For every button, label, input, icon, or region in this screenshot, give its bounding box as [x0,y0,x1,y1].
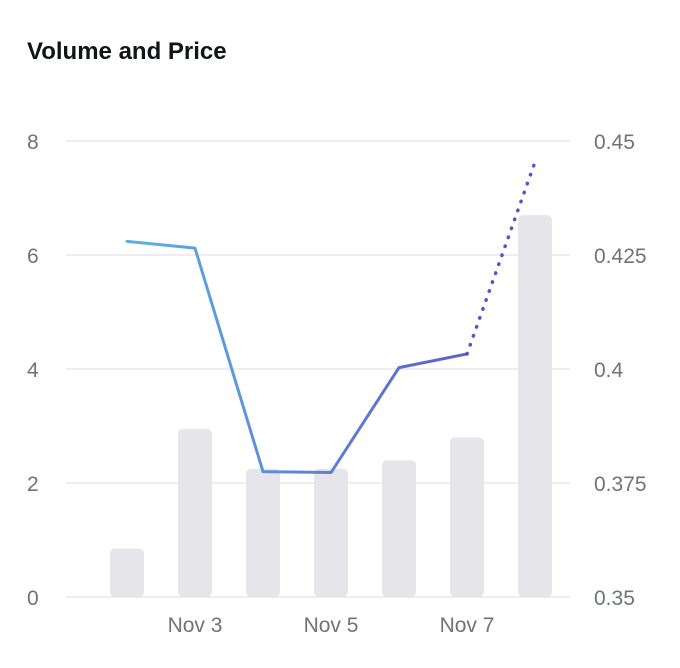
price-line-solid [125,239,469,475]
left-axis: 0 2 4 6 8 [27,131,39,610]
volume-bar [314,468,348,597]
right-axis: 0.35 0.375 0.4 0.425 0.45 [594,131,647,610]
chart-title: Volume and Price [27,38,227,65]
x-tick-label: Nov 7 [440,614,495,637]
price-line [125,160,537,475]
right-tick-label: 0.45 [594,131,635,154]
left-tick-label: 0 [27,587,39,610]
volume-bar [518,215,552,597]
x-tick-label: Nov 5 [304,614,359,637]
x-axis: Nov 3 Nov 5 Nov 7 [168,614,495,637]
volume-bar [178,428,212,597]
left-tick-label: 2 [27,473,39,496]
right-tick-label: 0.425 [594,245,647,268]
volume-bar [382,460,416,597]
volume-bars [110,215,552,597]
x-tick-label: Nov 3 [168,614,223,637]
volume-bar [246,468,280,597]
volume-bar [450,437,484,597]
left-tick-label: 6 [27,245,39,268]
volume-bar [110,548,144,597]
right-tick-label: 0.375 [594,473,647,496]
left-tick-label: 4 [27,359,39,382]
right-tick-label: 0.35 [594,587,635,610]
price-line-projected [465,160,537,356]
left-tick-label: 8 [27,131,39,154]
right-tick-label: 0.4 [594,359,624,382]
